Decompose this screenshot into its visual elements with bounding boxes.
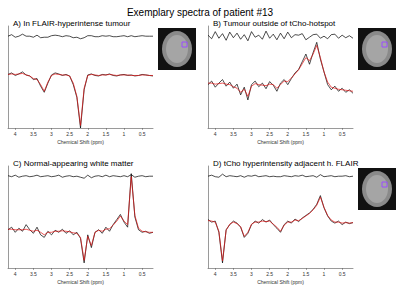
svg-text:1: 1: [323, 131, 326, 137]
svg-text:3: 3: [250, 271, 253, 277]
svg-text:1: 1: [323, 271, 326, 277]
svg-text:4: 4: [14, 271, 17, 277]
svg-text:2.5: 2.5: [66, 131, 73, 137]
svg-text:2: 2: [86, 271, 89, 277]
svg-text:Chemical Shift (ppm): Chemical Shift (ppm): [57, 139, 104, 145]
svg-text:3.5: 3.5: [30, 271, 37, 277]
svg-text:3: 3: [50, 131, 53, 137]
svg-text:2.5: 2.5: [266, 131, 273, 137]
svg-text:1.5: 1.5: [302, 271, 309, 277]
svg-text:3: 3: [50, 271, 53, 277]
svg-text:C) Normal-appearing white matt: C) Normal-appearing white matter: [13, 159, 134, 168]
svg-text:2.5: 2.5: [266, 271, 273, 277]
svg-text:3.5: 3.5: [30, 131, 37, 137]
svg-text:2: 2: [286, 271, 289, 277]
svg-text:2: 2: [286, 131, 289, 137]
svg-text:1: 1: [123, 271, 126, 277]
svg-text:Chemical Shift (ppm): Chemical Shift (ppm): [257, 279, 304, 285]
svg-text:0.5: 0.5: [139, 131, 146, 137]
svg-text:1.5: 1.5: [302, 131, 309, 137]
svg-text:4: 4: [214, 271, 217, 277]
svg-text:B) Tumour outside of tCho-hots: B) Tumour outside of tCho-hotspot: [213, 19, 336, 28]
svg-text:Exemplary spectra of patient #: Exemplary spectra of patient #13: [127, 7, 274, 18]
svg-text:1.5: 1.5: [102, 131, 109, 137]
svg-text:0.5: 0.5: [139, 271, 146, 277]
svg-text:Chemical Shift (ppm): Chemical Shift (ppm): [257, 139, 304, 145]
svg-text:4: 4: [14, 131, 17, 137]
svg-text:3.5: 3.5: [230, 131, 237, 137]
svg-text:Chemical Shift (ppm): Chemical Shift (ppm): [57, 279, 104, 285]
svg-text:3.5: 3.5: [230, 271, 237, 277]
svg-text:4: 4: [214, 131, 217, 137]
svg-text:A) In FLAIR-hyperintense tumou: A) In FLAIR-hyperintense tumour: [13, 19, 131, 28]
svg-text:0.5: 0.5: [339, 131, 346, 137]
svg-text:1: 1: [123, 131, 126, 137]
svg-text:2.5: 2.5: [66, 271, 73, 277]
svg-text:2: 2: [86, 131, 89, 137]
svg-text:1.5: 1.5: [102, 271, 109, 277]
svg-text:3: 3: [250, 131, 253, 137]
svg-text:0.5: 0.5: [339, 271, 346, 277]
svg-text:D) tCho hyperintensity adjacen: D) tCho hyperintensity adjacent h. FLAIR: [213, 159, 359, 168]
